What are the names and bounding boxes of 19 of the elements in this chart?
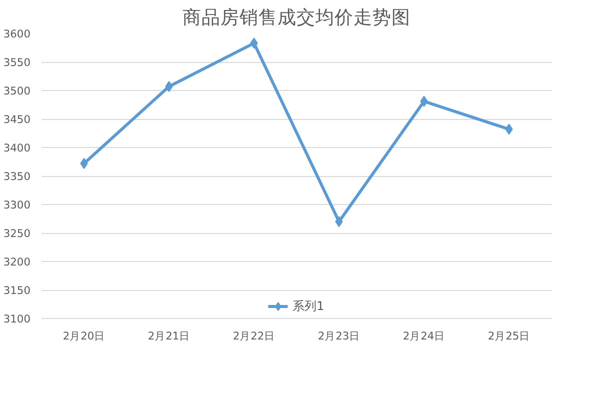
chart-title: 商品房销售成交均价走势图 bbox=[182, 6, 410, 28]
y-tick-label: 3550 bbox=[3, 56, 31, 69]
y-tick-label: 3150 bbox=[3, 284, 31, 297]
x-tick-label: 2月20日 bbox=[62, 330, 106, 342]
y-tick-label: 3350 bbox=[3, 170, 31, 183]
y-tick-label: 3450 bbox=[3, 113, 31, 126]
x-tick-label: 2月21日 bbox=[148, 330, 190, 342]
y-tick-label: 3250 bbox=[3, 227, 31, 240]
x-tick-label: 2月24日 bbox=[402, 330, 446, 342]
y-tick-label: 3300 bbox=[3, 198, 31, 212]
y-tick-label: 3500 bbox=[3, 84, 31, 98]
legend-label: 系列1 bbox=[292, 298, 324, 314]
x-tick-label: 2月25日 bbox=[488, 330, 530, 342]
y-tick-label: 3100 bbox=[3, 312, 31, 326]
x-tick-label: 2月23日 bbox=[318, 330, 360, 342]
y-tick-label: 3200 bbox=[3, 256, 31, 268]
y-tick-label: 3600 bbox=[3, 28, 31, 40]
x-tick-label: 2月22日 bbox=[232, 330, 276, 342]
y-tick-label: 3400 bbox=[3, 142, 31, 154]
